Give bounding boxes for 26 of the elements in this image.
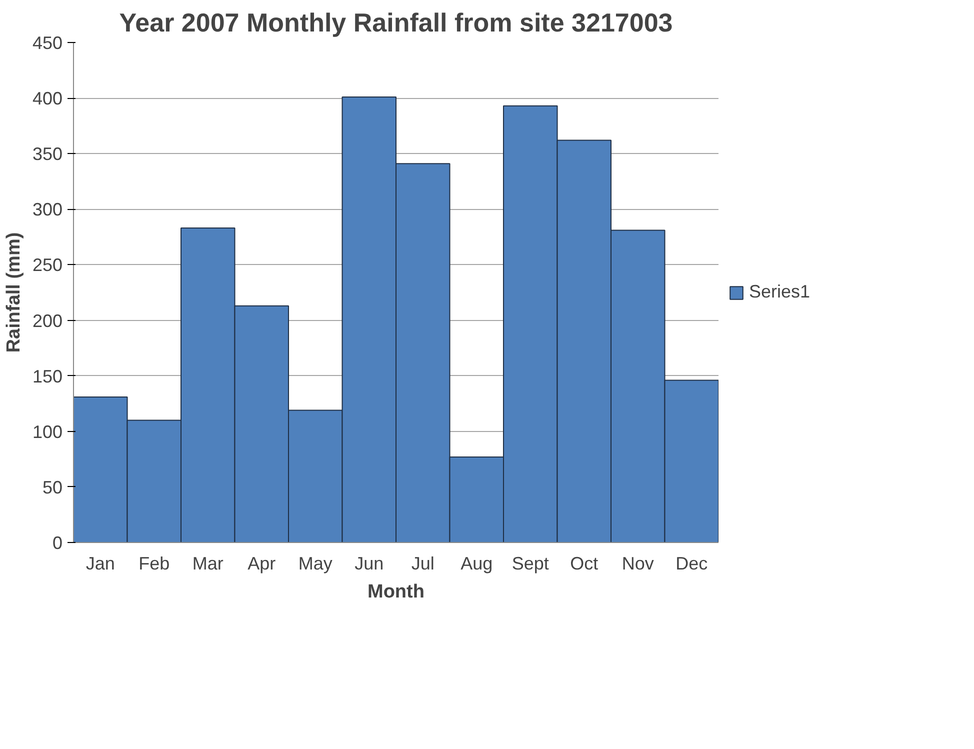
y-tick-label: 100 <box>32 422 63 442</box>
legend-label: Series1 <box>749 282 810 302</box>
x-tick-label: Aug <box>460 554 493 574</box>
x-tick-label: Apr <box>248 554 276 574</box>
y-tick-label: 400 <box>32 88 63 109</box>
x-tick-label: Nov <box>622 554 654 574</box>
x-tick-label: Jan <box>86 554 115 574</box>
y-tick-label: 200 <box>32 310 63 331</box>
x-tick-label: Dec <box>676 554 708 574</box>
y-tick-label: 50 <box>42 477 63 498</box>
x-tick-label: Jun <box>354 554 384 574</box>
x-tick-label: Feb <box>138 554 170 574</box>
y-tick-label: 250 <box>32 255 63 276</box>
y-tick-label: 0 <box>52 533 63 553</box>
y-tick-label: 350 <box>32 144 63 164</box>
x-axis-title: Month <box>368 582 424 602</box>
y-axis-title: Rainfall (mm) <box>3 232 24 353</box>
y-tick-label: 450 <box>32 33 63 53</box>
y-tick-label: 300 <box>32 200 63 220</box>
y-tick-label: 150 <box>32 366 63 386</box>
x-tick-label: Oct <box>570 554 598 574</box>
chart-title: Year 2007 Monthly Rainfall from site 3217003 <box>119 8 673 38</box>
x-tick-label: Mar <box>192 554 224 574</box>
x-tick-label: May <box>298 554 332 574</box>
x-tick-label: Sept <box>512 554 549 574</box>
x-tick-label: Jul <box>411 554 434 574</box>
